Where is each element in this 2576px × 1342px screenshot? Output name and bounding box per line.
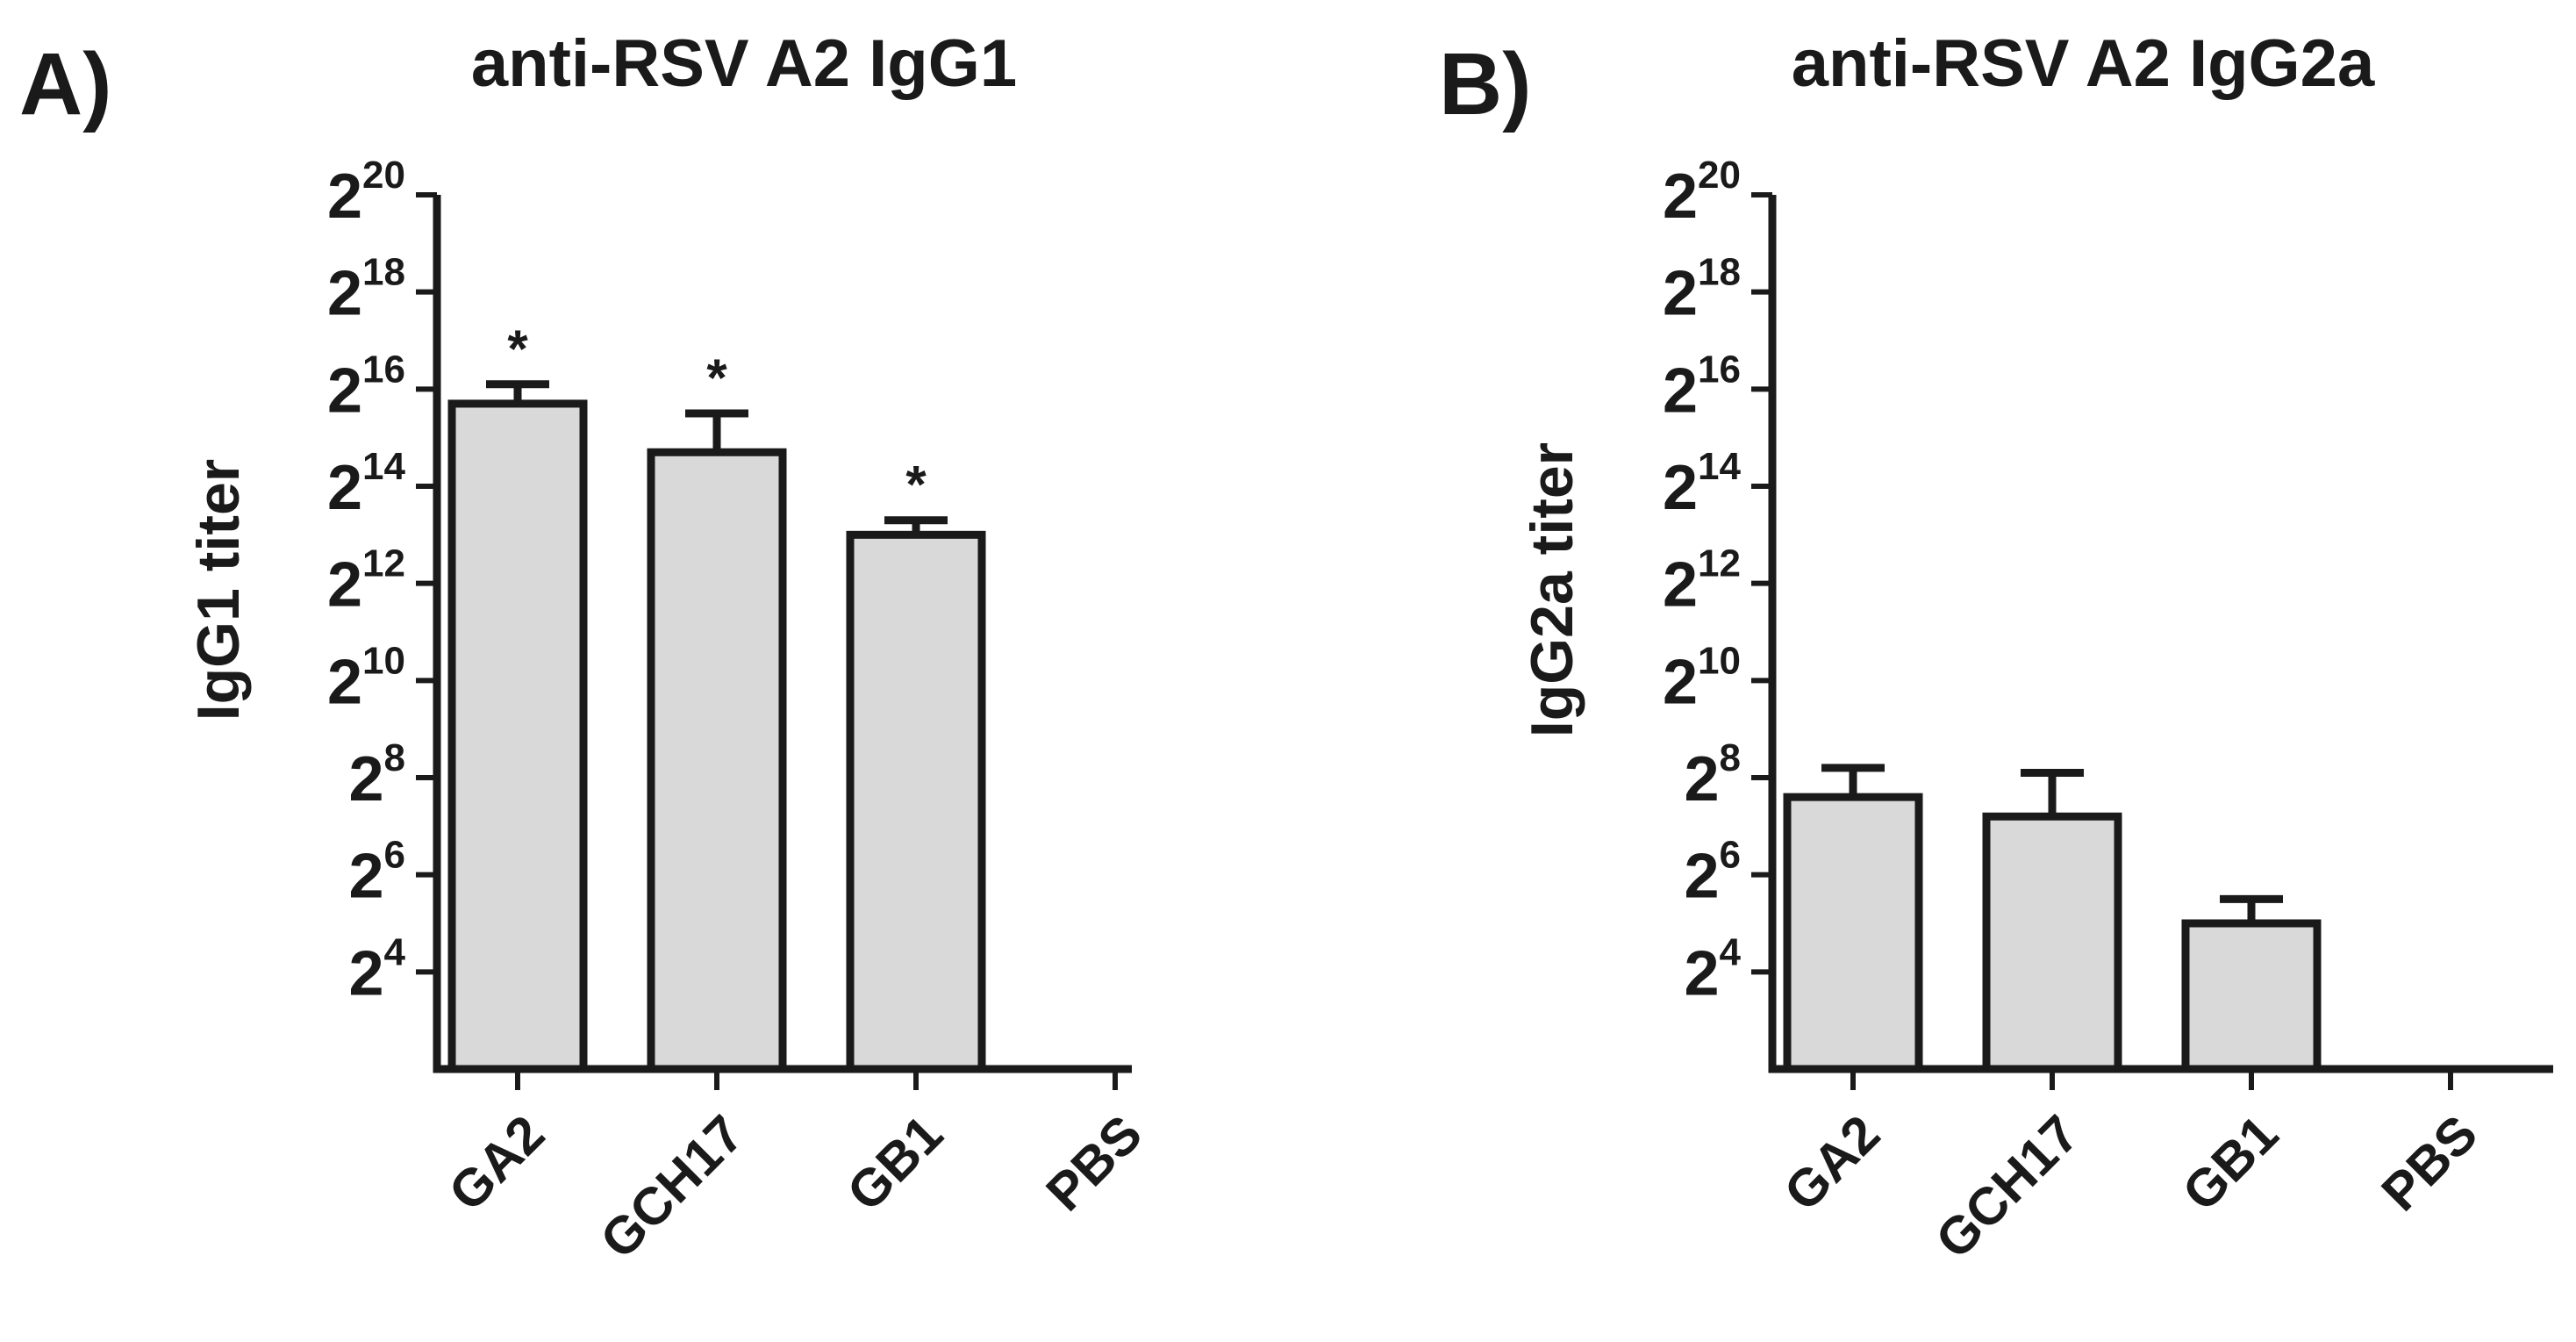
y-tick-label: 212 xyxy=(327,542,405,621)
bar xyxy=(846,530,986,1073)
y-tick-label: 26 xyxy=(1684,834,1741,912)
chart-igg1: anti-RSV A2 IgG1 IgG1 titer 24 26 28 210 212 21… xyxy=(185,26,1153,1270)
y-tick-label: 28 xyxy=(1684,736,1741,815)
y-tick-label: 24 xyxy=(1684,930,1741,1008)
y-tick-label: 218 xyxy=(1663,251,1741,329)
x-tick-label: PBS xyxy=(2371,1104,2489,1223)
y-tick-label: 216 xyxy=(1663,348,1741,426)
x-tick-label: PBS xyxy=(1035,1104,1154,1223)
y-tick-label: 210 xyxy=(1663,639,1741,717)
x-tick-label: GCH17 xyxy=(1924,1104,2090,1270)
bar xyxy=(647,448,787,1073)
x-tick-label: GA2 xyxy=(1773,1104,1892,1223)
y-axis-label: IgG1 titer xyxy=(185,459,252,721)
y-tick-label: 28 xyxy=(348,736,405,815)
y-tick-label: 220 xyxy=(1663,154,1741,232)
chart-title: anti-RSV A2 IgG2a xyxy=(1792,26,2375,101)
y-tick-label: 214 xyxy=(327,445,406,523)
bar xyxy=(2181,919,2322,1073)
panel-label-b: B) xyxy=(1439,35,1532,133)
y-tick-label: 24 xyxy=(348,930,405,1008)
y-tick-label: 214 xyxy=(1663,445,1742,523)
bar xyxy=(447,399,588,1073)
y-tick-label: 218 xyxy=(327,251,405,329)
y-tick-label: 220 xyxy=(327,154,405,232)
y-axis-label: IgG2a titer xyxy=(1519,442,1585,737)
y-tick-label: 212 xyxy=(1663,542,1741,621)
y-tick-label: 210 xyxy=(327,639,405,717)
x-tick-label: GB1 xyxy=(2172,1104,2290,1223)
x-tick-label: GCH17 xyxy=(589,1104,755,1270)
significance-marker: * xyxy=(507,319,528,378)
chart-igg2a: anti-RSV A2 IgG2a IgG2a titer 24 26 28 210 212… xyxy=(1519,26,2553,1270)
y-tick-label: 216 xyxy=(327,348,405,426)
x-tick-label: GB1 xyxy=(836,1104,955,1223)
chart-title: anti-RSV A2 IgG1 xyxy=(471,26,1017,101)
significance-marker: * xyxy=(706,348,727,407)
x-tick-label: GA2 xyxy=(438,1104,556,1223)
panel-label-a: A) xyxy=(19,35,112,133)
bar xyxy=(1982,812,2122,1073)
bar xyxy=(1783,793,1923,1073)
y-tick-label: 26 xyxy=(348,834,405,912)
significance-marker: * xyxy=(905,456,927,514)
